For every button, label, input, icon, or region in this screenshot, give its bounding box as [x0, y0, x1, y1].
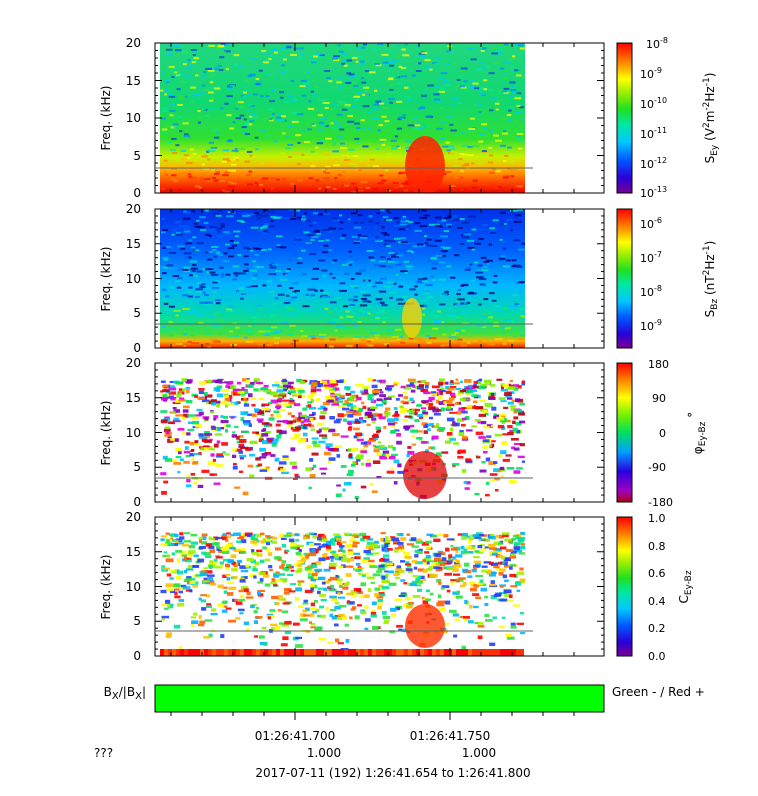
phase-colorbar-label: φEy-Bz ° — [686, 412, 708, 454]
value-tick-label: 1.000 — [307, 746, 341, 760]
coh-ytick: 15 — [126, 545, 141, 559]
sey-cbar-tick: 10-12 — [640, 156, 667, 171]
time-range-label: 2017-07-11 (192) 1:26:41.654 to 1:26:41.… — [255, 766, 530, 780]
value-tick-label: 1.000 — [462, 746, 496, 760]
sbz-colorbar-ticks: 10-6 10-7 10-8 10-9 — [640, 216, 662, 333]
sbz-colorbar — [616, 208, 633, 349]
phase-chorus-burst — [403, 451, 447, 499]
spectrogram-coherence: Freq. (kHz) 0 5 10 15 20 1.0 0.8 0.6 0.4… — [99, 510, 694, 663]
sbz-cbar-tick: 10-8 — [640, 284, 662, 299]
bx-legend: Green - / Red + — [612, 685, 705, 699]
sey-colorbar — [616, 42, 633, 194]
bx-label: BX/|BX| — [104, 685, 146, 702]
phase-ytick: 15 — [126, 391, 141, 405]
sey-ytick: 20 — [126, 36, 141, 50]
coh-ylabel: Freq. (kHz) — [99, 555, 113, 620]
coh-cbar-tick: 0.2 — [648, 622, 666, 635]
coh-cbar-tick: 1.0 — [648, 512, 666, 525]
coh-cbar-tick: 0.4 — [648, 595, 666, 608]
sey-field — [160, 43, 525, 193]
coh-colorbar-ticks: 1.0 0.8 0.6 0.4 0.2 0.0 — [648, 512, 666, 663]
sbz-ytick: 5 — [133, 306, 141, 320]
sbz-texture — [160, 209, 525, 348]
coh-chorus-burst — [405, 604, 445, 648]
sey-cbar-tick: 10-11 — [640, 126, 667, 141]
sbz-field — [160, 209, 525, 348]
phase-ytick: 0 — [133, 495, 141, 509]
coh-ytick: 10 — [126, 580, 141, 594]
coh-cbar-tick: 0.8 — [648, 540, 666, 553]
phase-colorbar-ticks: 180 90 0 -90 -180 — [648, 358, 673, 509]
sbz-cbar-tick: 10-9 — [640, 318, 662, 333]
coh-colorbar-label: CEy-Bz — [677, 570, 694, 603]
sey-cbar-tick: 10-13 — [640, 185, 667, 200]
sbz-ytick: 10 — [126, 272, 141, 286]
sbz-ylabel: Freq. (kHz) — [99, 247, 113, 312]
phase-cbar-tick: 0 — [659, 427, 666, 440]
phase-colorbar — [616, 362, 633, 503]
coh-colorbar — [616, 516, 633, 657]
sbz-ytick: 20 — [126, 202, 141, 216]
sbz-ytick: 0 — [133, 341, 141, 355]
sbz-colorbar-label: SBz (nT2Hz-1) — [702, 241, 720, 318]
spectrogram-sey: Freq. (kHz) 0 5 10 15 20 10-8 10-9 10-10… — [99, 36, 720, 200]
phase-ytick: 20 — [126, 356, 141, 370]
sey-ylabel: Freq. (kHz) — [99, 86, 113, 151]
sey-texture — [160, 43, 525, 193]
sbz-cbar-tick: 10-7 — [640, 250, 662, 265]
sey-cbar-tick: 10-9 — [640, 66, 662, 81]
sbz-ytick: 15 — [126, 237, 141, 251]
bx-sign-bar: BX/|BX| Green - / Red + — [104, 684, 705, 713]
coh-ytick: 0 — [133, 649, 141, 663]
coh-ytick: 20 — [126, 510, 141, 524]
sbz-chorus-burst — [402, 298, 422, 338]
sey-colorbar-ticks: 10-8 10-9 10-10 10-11 10-12 10-13 — [640, 36, 668, 200]
phase-ytick: 10 — [126, 426, 141, 440]
phase-cbar-tick: 180 — [648, 358, 669, 371]
time-tick-label: 01:26:41.750 — [410, 729, 491, 743]
sey-ytick: 5 — [133, 149, 141, 163]
phase-ylabel: Freq. (kHz) — [99, 401, 113, 466]
sey-cbar-tick: 10-10 — [640, 96, 667, 111]
sey-ytick: 15 — [126, 74, 141, 88]
time-axis: 01:26:41.700 01:26:41.750 1.000 1.000 ??… — [94, 729, 531, 780]
phase-field — [160, 378, 525, 500]
coh-ytick: 5 — [133, 614, 141, 628]
sey-ytick: 0 — [133, 186, 141, 200]
sey-colorbar-label: SEy (V2m-2Hz-1) — [702, 73, 720, 164]
sbz-cbar-tick: 10-6 — [640, 216, 662, 231]
phase-ytick: 5 — [133, 460, 141, 474]
bx-sign-fill — [154, 684, 605, 713]
phase-cbar-tick: 90 — [652, 392, 666, 405]
coh-texture — [160, 532, 525, 656]
spectrogram-phase: Freq. (kHz) 0 5 10 15 20 180 90 0 -90 -1… — [99, 356, 708, 509]
coh-cbar-tick: 0.6 — [648, 567, 666, 580]
time-tick-label: 01:26:41.700 — [255, 729, 336, 743]
coh-cbar-tick: 0.0 — [648, 650, 666, 663]
sey-cbar-tick: 10-8 — [646, 36, 668, 51]
sey-chorus-burst — [405, 136, 445, 193]
spectrogram-sbz: Freq. (kHz) 0 5 10 15 20 10-6 10-7 10-8 … — [99, 202, 720, 355]
time-axis-ticks — [155, 42, 604, 720]
phase-texture — [160, 378, 525, 500]
sey-ytick: 10 — [126, 111, 141, 125]
coh-field — [160, 532, 525, 656]
phase-cbar-tick: -180 — [648, 496, 673, 509]
row-label: ??? — [94, 746, 113, 760]
phase-cbar-tick: -90 — [648, 461, 666, 474]
